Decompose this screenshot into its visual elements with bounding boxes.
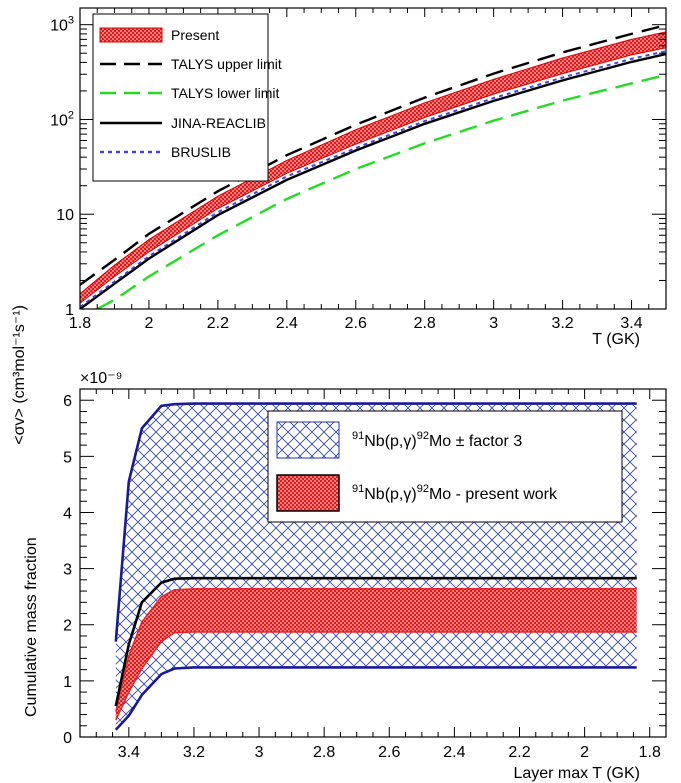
legend-swatch-present-work: [276, 474, 340, 512]
factor3-sup-b: 92: [417, 430, 429, 442]
top-plot-area: [80, 23, 666, 309]
bottom-xtick-label: 3.2: [183, 744, 205, 761]
factor3-rest: Mo ± factor 3: [429, 433, 522, 450]
bottom-ytick-label: 4: [63, 505, 72, 522]
power-exponent: 3: [68, 15, 74, 27]
series-line-bruslib: [80, 50, 666, 308]
factor3-lower-edge: [114, 666, 637, 731]
present-work-upper-edge: [115, 588, 637, 712]
power-base: 10: [50, 112, 68, 129]
bottom-xlabel: Layer max T (GK): [513, 765, 640, 782]
bottom-xtick-label: 3.4: [118, 744, 140, 761]
top-legend: Present TALYS upper limit TALYS lower li…: [92, 13, 282, 182]
top-ytick-label-power: 102: [50, 109, 74, 129]
series-line-talys-upper-limit: [80, 23, 666, 286]
bottom-legend: 91Nb(p,γ)92Mo ± factor 3 91Nb(p,γ)92Mo -…: [267, 410, 623, 523]
top-xtick-label: 2.8: [414, 315, 436, 332]
power-base: 10: [50, 18, 68, 35]
top-xtick-label: 2.2: [207, 315, 229, 332]
bottom-xtick-label: 2.2: [508, 744, 530, 761]
top-ylabel: <σv> (cm³mol⁻¹s⁻¹): [11, 305, 28, 445]
legend-label-factor3: 91Nb(p,γ)92Mo ± factor 3: [352, 430, 522, 450]
legend-label-present: Present: [171, 27, 219, 43]
bottom-xtick-label: 2.4: [443, 744, 465, 761]
mass-fraction-panel: 3.4 3.2 3 2.8 2.6 2.4 2.2 2 1.8 0 1 2 3 4 5 6 ×10⁻⁹ Lay…: [23, 370, 667, 782]
present-work-band: [115, 588, 637, 721]
top-ytick-label-power: 103: [50, 15, 74, 35]
bottom-xtick-label: 2: [580, 744, 589, 761]
bottom-ytick-label: 3: [63, 562, 72, 579]
top-xlabel: T (GK): [592, 331, 640, 348]
top-ytick-label: 1: [65, 302, 74, 319]
top-xtick-label: 3.4: [620, 315, 642, 332]
legend-label-bruslib: BRUSLIB: [171, 144, 231, 160]
bottom-ytick-label: 1: [63, 674, 72, 691]
legend-label-talys-lower: TALYS lower limit: [171, 85, 280, 101]
legend-label-talys-upper: TALYS upper limit: [171, 56, 282, 72]
top-ytick-label: 10: [56, 207, 74, 224]
present-sup-a: 91: [352, 483, 364, 495]
factor3-reaction: Nb(p,γ): [364, 433, 416, 450]
present-sup-b: 92: [417, 483, 429, 495]
bottom-y-multiplier: ×10⁻⁹: [80, 370, 122, 387]
top-xtick-label: 1.8: [69, 315, 91, 332]
present-work-lower-edge: [115, 631, 637, 721]
top-xtick-label: 3.2: [551, 315, 573, 332]
bottom-xtick-label: 2.6: [378, 744, 400, 761]
bottom-ytick-label: 6: [63, 393, 72, 410]
power-exponent: 2: [68, 109, 74, 121]
legend-swatch-present: [99, 27, 163, 43]
series-line-jina-reaclib: [80, 52, 666, 309]
present-reaction: Nb(p,γ): [364, 486, 416, 503]
bottom-ylabel: Cumulative mass fraction: [23, 537, 40, 717]
bottom-xtick-label: 3: [255, 744, 264, 761]
top-xtick-label: 2.4: [276, 315, 298, 332]
bottom-ytick-label: 0: [63, 730, 72, 747]
factor3-sup-a: 91: [352, 430, 364, 442]
legend-label-present-work: 91Nb(p,γ)92Mo - present work: [352, 483, 558, 503]
bottom-xtick-label: 2.8: [313, 744, 335, 761]
legend-label-jina: JINA-REACLIB: [171, 115, 266, 131]
bottom-ytick-label: 2: [63, 618, 72, 635]
present-band-lower-edge: [80, 47, 666, 304]
top-xtick-label: 2.6: [345, 315, 367, 332]
present-rest: Mo - present work: [429, 486, 558, 503]
top-xtick-label: 3: [489, 315, 498, 332]
upper-edge-line: [114, 576, 637, 707]
factor3-upper-edge: [114, 402, 637, 642]
present-band-upper-edge: [80, 31, 666, 295]
legend-swatch-factor3: [276, 421, 340, 459]
bottom-xtick-label: 1.8: [639, 744, 661, 761]
top-xtick-label: 2: [144, 315, 153, 332]
bottom-ytick-label: 5: [63, 449, 72, 466]
present-band: [80, 31, 666, 304]
